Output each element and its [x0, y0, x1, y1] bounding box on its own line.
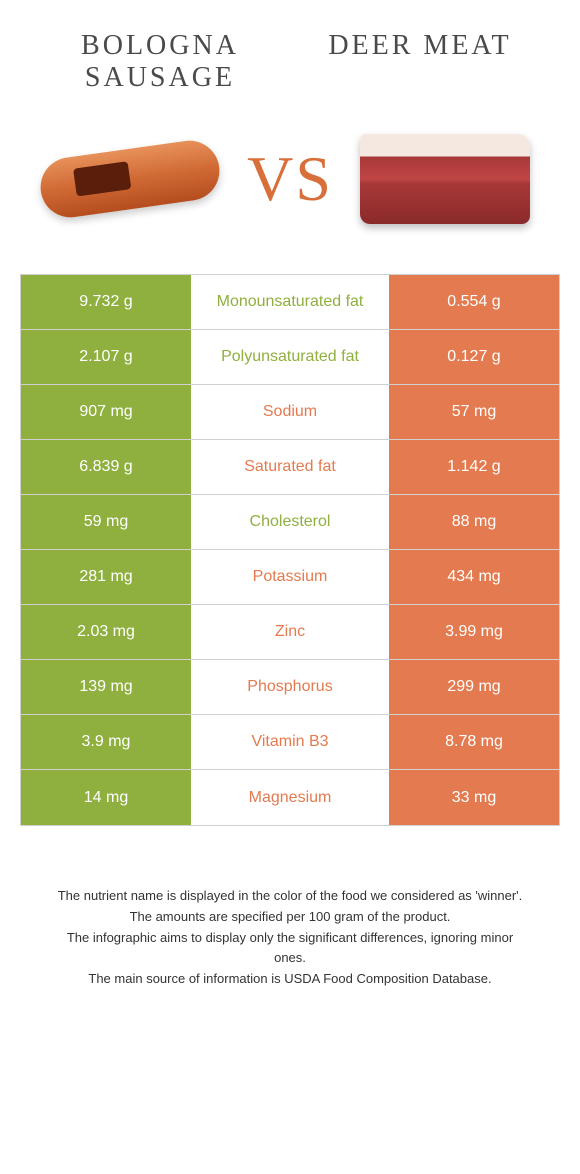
- value-left: 6.839 g: [21, 440, 191, 494]
- value-left: 2.107 g: [21, 330, 191, 384]
- nutrient-label: Phosphorus: [191, 660, 389, 714]
- meat-icon: [360, 124, 540, 234]
- value-left: 281 mg: [21, 550, 191, 604]
- food-image-left: [30, 119, 230, 239]
- nutrient-label: Potassium: [191, 550, 389, 604]
- header: BOLOGNA SAUSAGE DEER MEAT: [20, 20, 560, 94]
- nutrient-label: Magnesium: [191, 770, 389, 825]
- food-title-right: DEER MEAT: [310, 30, 530, 62]
- comparison-table: 9.732 gMonounsaturated fat0.554 g2.107 g…: [20, 274, 560, 826]
- images-row: VS: [20, 94, 560, 274]
- value-right: 434 mg: [389, 550, 559, 604]
- nutrient-label: Cholesterol: [191, 495, 389, 549]
- nutrient-label: Sodium: [191, 385, 389, 439]
- value-left: 9.732 g: [21, 275, 191, 329]
- value-right: 3.99 mg: [389, 605, 559, 659]
- nutrient-label: Polyunsaturated fat: [191, 330, 389, 384]
- footer-line: The nutrient name is displayed in the co…: [50, 886, 530, 907]
- value-right: 1.142 g: [389, 440, 559, 494]
- table-row: 6.839 gSaturated fat1.142 g: [21, 440, 559, 495]
- value-right: 88 mg: [389, 495, 559, 549]
- table-row: 3.9 mgVitamin B38.78 mg: [21, 715, 559, 770]
- value-right: 33 mg: [389, 770, 559, 825]
- value-left: 2.03 mg: [21, 605, 191, 659]
- value-left: 139 mg: [21, 660, 191, 714]
- sausage-icon: [37, 137, 224, 221]
- value-left: 14 mg: [21, 770, 191, 825]
- value-left: 3.9 mg: [21, 715, 191, 769]
- table-row: 2.107 gPolyunsaturated fat0.127 g: [21, 330, 559, 385]
- table-row: 281 mgPotassium434 mg: [21, 550, 559, 605]
- table-row: 907 mgSodium57 mg: [21, 385, 559, 440]
- food-image-right: [350, 119, 550, 239]
- table-row: 139 mgPhosphorus299 mg: [21, 660, 559, 715]
- table-row: 14 mgMagnesium33 mg: [21, 770, 559, 825]
- value-right: 0.127 g: [389, 330, 559, 384]
- table-row: 2.03 mgZinc3.99 mg: [21, 605, 559, 660]
- value-right: 0.554 g: [389, 275, 559, 329]
- table-row: 59 mgCholesterol88 mg: [21, 495, 559, 550]
- vs-label: VS: [247, 142, 333, 216]
- value-right: 8.78 mg: [389, 715, 559, 769]
- value-right: 57 mg: [389, 385, 559, 439]
- nutrient-label: Saturated fat: [191, 440, 389, 494]
- value-left: 907 mg: [21, 385, 191, 439]
- food-title-left: BOLOGNA SAUSAGE: [50, 30, 270, 94]
- footer-line: The infographic aims to display only the…: [50, 928, 530, 970]
- footer-line: The amounts are specified per 100 gram o…: [50, 907, 530, 928]
- nutrient-label: Monounsaturated fat: [191, 275, 389, 329]
- table-row: 9.732 gMonounsaturated fat0.554 g: [21, 275, 559, 330]
- nutrient-label: Zinc: [191, 605, 389, 659]
- value-right: 299 mg: [389, 660, 559, 714]
- nutrient-label: Vitamin B3: [191, 715, 389, 769]
- value-left: 59 mg: [21, 495, 191, 549]
- footer-line: The main source of information is USDA F…: [50, 969, 530, 990]
- footer: The nutrient name is displayed in the co…: [20, 826, 560, 990]
